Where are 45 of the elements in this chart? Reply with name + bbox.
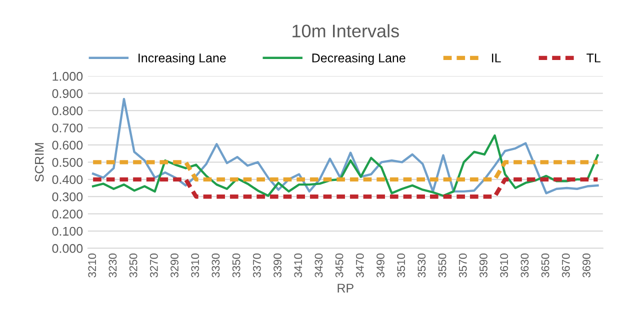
legend-label: IL [492, 54, 501, 62]
y-tick-label: 1.000 [52, 72, 83, 81]
x-tick-label: 3270 [150, 254, 158, 278]
x-tick-label: 3350 [232, 254, 240, 278]
y-tick-label: 0.800 [52, 106, 83, 116]
line-series [92, 98, 599, 194]
x-tick-label: 3670 [562, 254, 570, 278]
line-series [92, 134, 599, 197]
x-tick-label: 3550 [438, 254, 446, 278]
x-axis-title: RP [338, 284, 354, 292]
y-tick-label: 0.400 [52, 175, 83, 184]
x-tick-label: 3610 [500, 254, 508, 278]
x-tick-label: 3330 [212, 254, 220, 278]
legend-label: TL [586, 54, 600, 62]
x-tick-label: 3590 [480, 254, 488, 278]
legend-label: Decreasing Lane [312, 53, 406, 65]
x-tick-label: 3690 [582, 254, 590, 278]
y-tick-label: 0.000 [52, 244, 83, 253]
x-tick-label: 3430 [314, 254, 323, 278]
y-axis-title: SCRIM [34, 143, 44, 182]
x-tick-label: 3470 [356, 254, 364, 278]
x-tick-label: 3630 [520, 254, 529, 278]
y-tick-label: 0.200 [52, 210, 83, 218]
x-tick-label: 3490 [376, 254, 384, 278]
x-tick-label: 3510 [397, 254, 406, 278]
y-tick-label: 0.600 [52, 140, 83, 150]
x-tick-label: 3230 [108, 254, 117, 278]
x-tick-label: 3210 [88, 254, 96, 278]
y-tick-label: 0.900 [52, 89, 83, 98]
x-tick-label: 3650 [541, 254, 550, 278]
y-tick-label: 0.100 [52, 226, 83, 236]
y-tick-label: 0.500 [52, 158, 83, 167]
y-tick-label: 0.700 [52, 124, 83, 132]
x-tick-label: 3450 [335, 254, 344, 278]
x-tick-label: 3410 [294, 254, 302, 278]
legend-label: Increasing Lane [138, 53, 226, 65]
x-tick-label: 3530 [418, 254, 426, 278]
x-tick-label: 3290 [170, 254, 178, 278]
x-tick-label: 3250 [129, 254, 138, 278]
x-tick-label: 3310 [191, 254, 200, 278]
x-tick-label: 3570 [458, 254, 467, 278]
x-tick-label: 3390 [274, 254, 282, 278]
chart-title: 10m Intervals [292, 24, 399, 38]
y-tick-label: 0.300 [52, 192, 83, 202]
x-tick-label: 3370 [252, 254, 261, 278]
